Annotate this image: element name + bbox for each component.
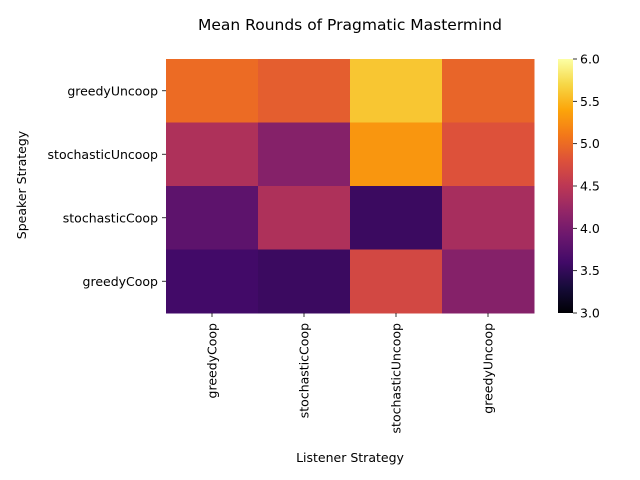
heatmap-cell [350,186,443,250]
x-tick-label: stochasticUncoop [389,323,404,434]
colorbar [558,59,573,313]
colorbar-tick-label: 5.5 [580,94,600,109]
heatmap-cell [166,59,259,123]
y-tick-label: stochasticCoop [63,210,158,225]
colorbar-tick-label: 3.0 [580,306,600,321]
heatmap-cell [258,59,351,123]
x-axis-label: Listener Strategy [296,450,404,465]
x-tick-label: greedyUncoop [481,323,496,414]
colorbar-tick-label: 6.0 [580,52,600,67]
heatmap-cell [442,249,535,314]
heatmap-cell [350,59,443,123]
x-tick-label: stochasticCoop [297,323,312,418]
chart-title: Mean Rounds of Pragmatic Mastermind [198,16,502,34]
heatmap-cell [166,186,259,250]
y-axis-label: Speaker Strategy [14,130,29,239]
colorbar-tick-label: 3.5 [580,263,600,278]
heatmap-cell [442,122,535,187]
heatmap-cell [258,186,351,250]
y-tick-label: greedyCoop [83,274,159,289]
y-tick-label: stochasticUncoop [48,147,159,162]
colorbar-ticks: 3.0 3.5 4.0 4.5 5.0 5.5 6.0 [573,52,600,321]
y-tick-labels: greedyUncoop stochasticUncoop stochasticCo… [48,83,166,289]
x-tick-label: greedyCoop [205,323,220,399]
colorbar-tick-label: 4.0 [580,221,600,236]
heatmap-cell [166,122,259,187]
heatmap-cell [350,249,443,314]
heatmap-cells [166,59,535,314]
heatmap-cell [442,59,535,123]
heatmap-cell [258,249,351,314]
y-tick-label: greedyUncoop [67,83,158,98]
colorbar-tick-label: 4.5 [580,179,600,194]
heatmap-cell [166,249,259,314]
x-tick-labels: greedyCoop stochasticCoop stochasticUncoop… [205,313,496,433]
heatmap-cell [442,186,535,250]
colorbar-tick-label: 5.0 [580,136,600,151]
heatmap-cell [350,122,443,187]
heatmap-cell [258,122,351,187]
